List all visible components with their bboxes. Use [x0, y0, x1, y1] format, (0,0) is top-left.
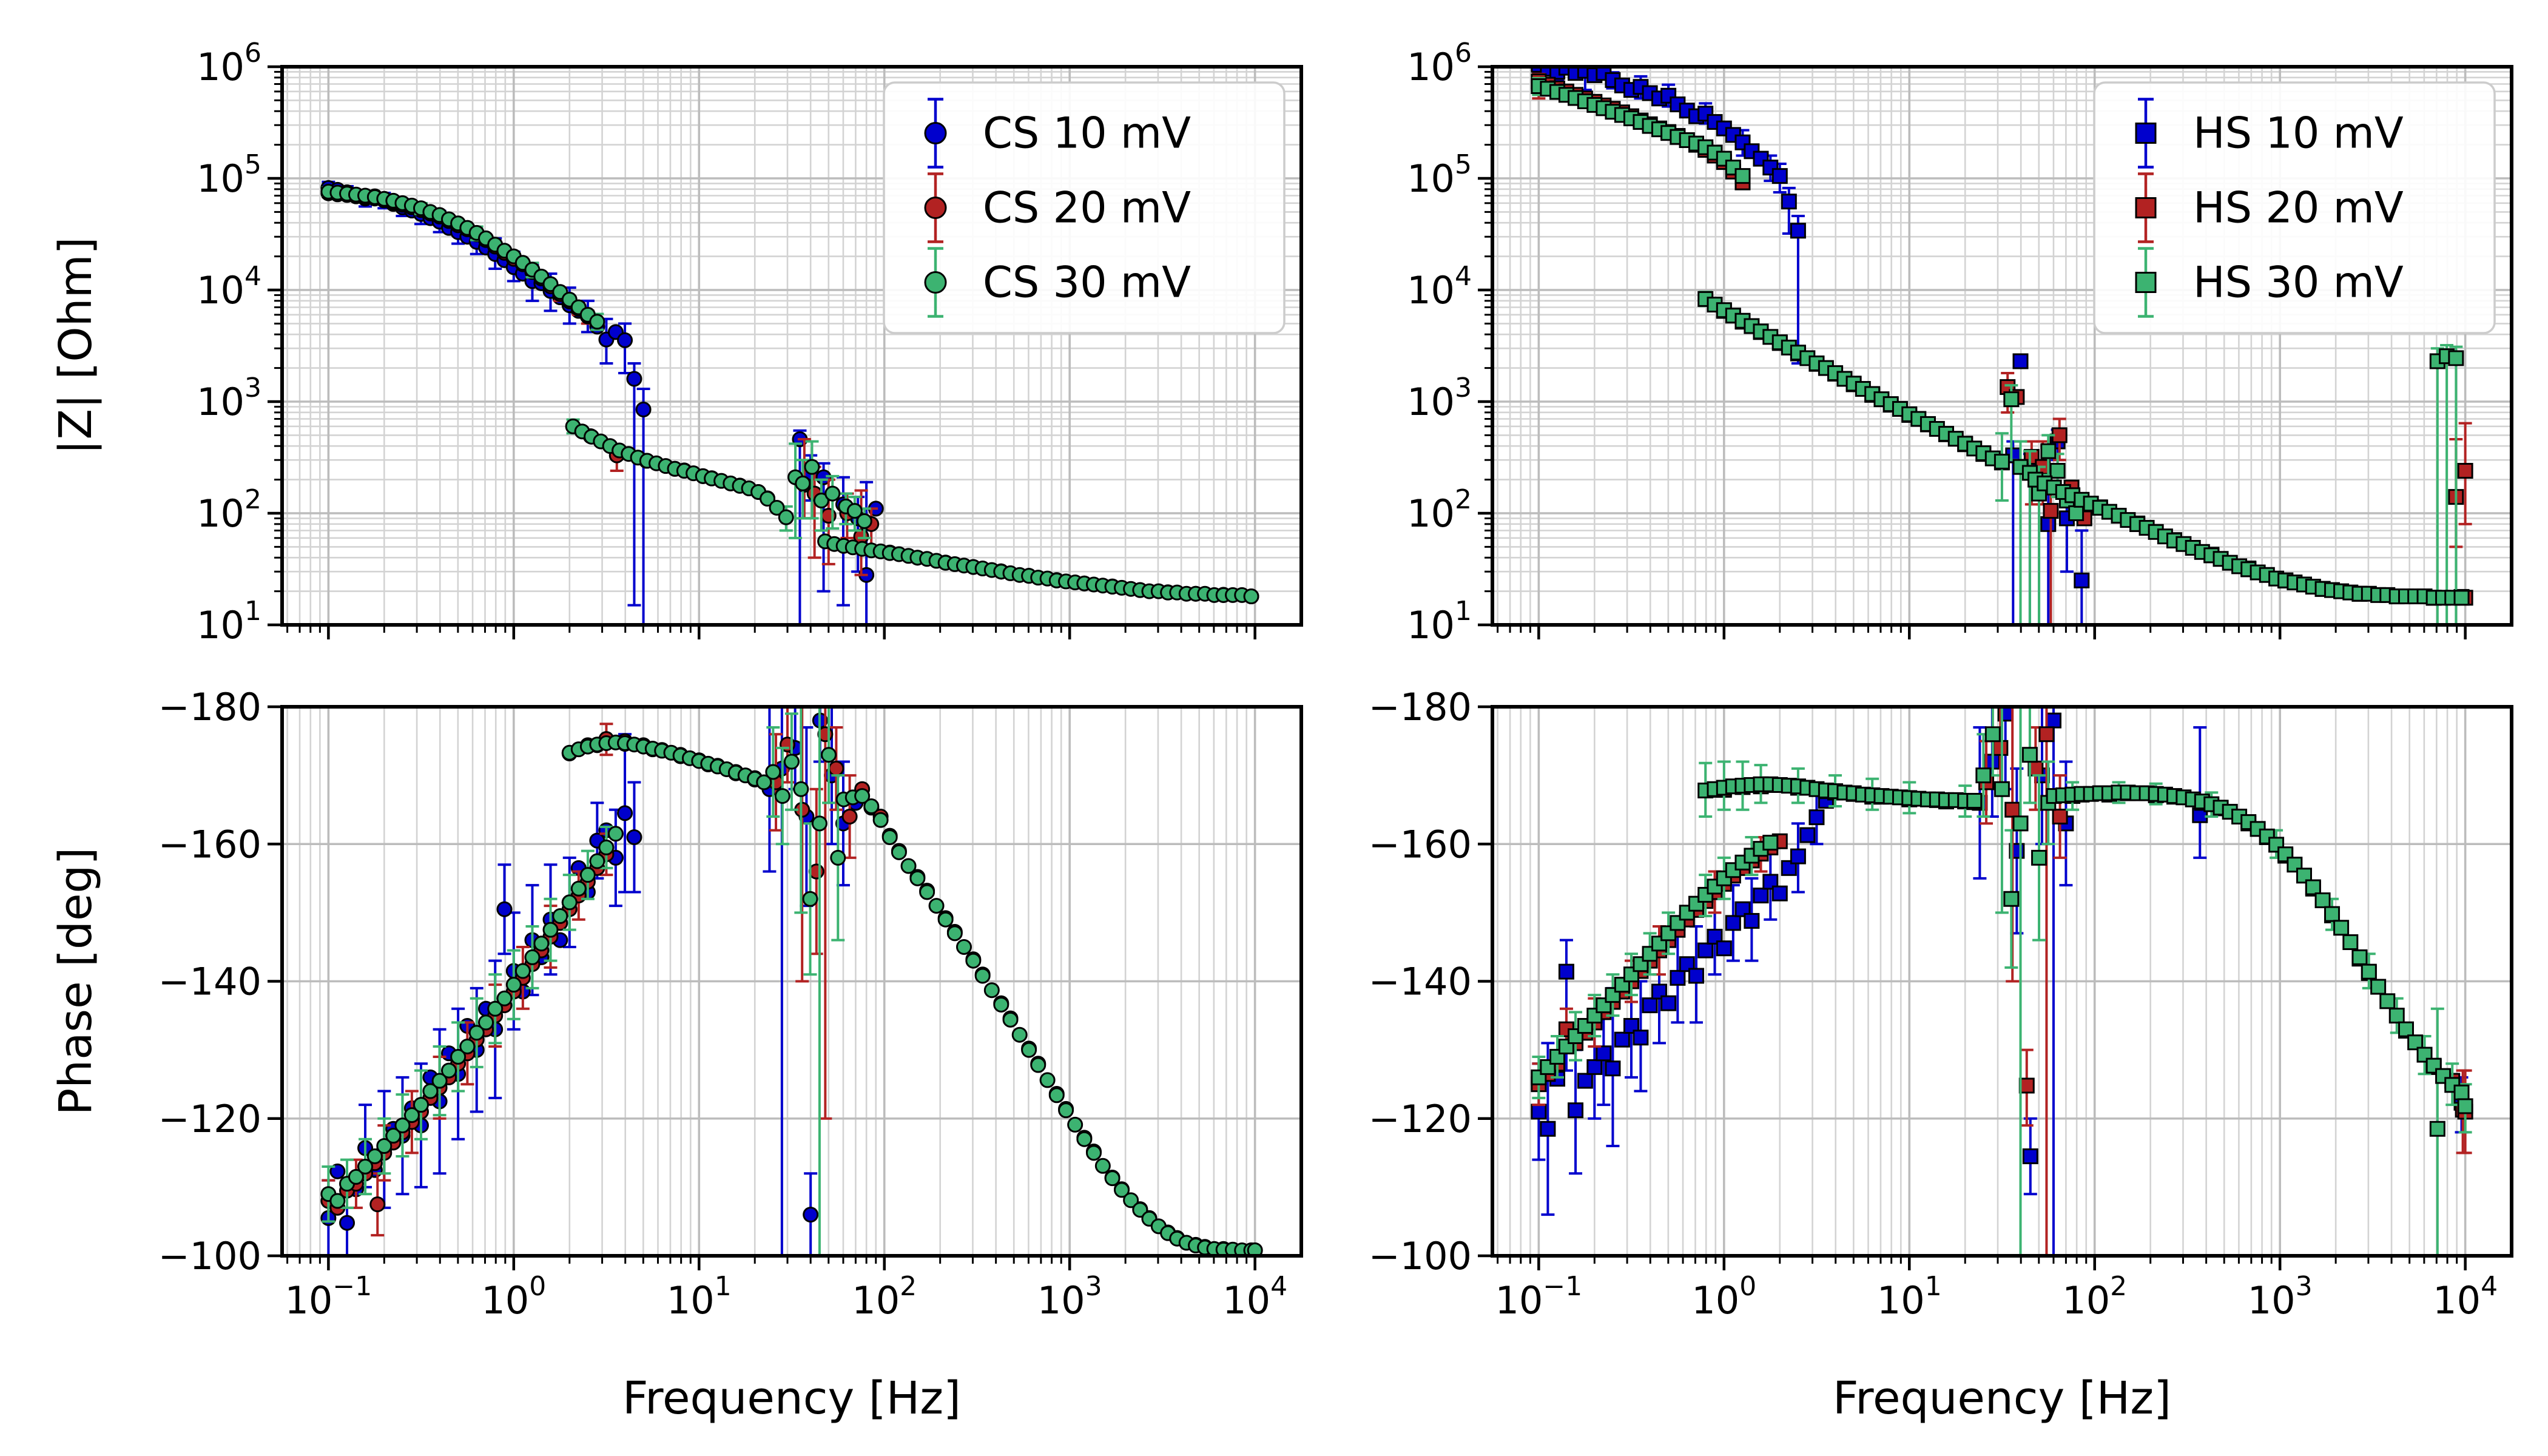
legend-label: HS 20 mV: [2193, 183, 2404, 233]
legend-label: HS 10 mV: [2193, 109, 2404, 158]
svg-text:−120: −120: [158, 1097, 261, 1141]
svg-text:101: 101: [667, 1271, 732, 1323]
svg-text:105: 105: [1407, 149, 1472, 201]
svg-text:−140: −140: [158, 960, 261, 1004]
panel-frame: [280, 65, 1303, 627]
ylabel-impedance: |Z| [Ohm]: [50, 237, 102, 454]
svg-text:102: 102: [2062, 1271, 2127, 1323]
svg-text:104: 104: [197, 261, 261, 312]
svg-text:−100: −100: [1369, 1234, 1472, 1278]
series-cs-30-mv: [320, 706, 1263, 1256]
series-hs-30-mv: [1531, 706, 2473, 1256]
svg-text:103: 103: [2248, 1271, 2313, 1323]
svg-text:−160: −160: [1369, 822, 1472, 866]
svg-text:−100: −100: [158, 1234, 261, 1278]
svg-text:−180: −180: [1369, 685, 1472, 729]
xlabel-left: Frequency [Hz]: [622, 1372, 961, 1424]
series-cs-30-mv: [320, 183, 1259, 605]
panel-frame: [1491, 65, 2513, 627]
panel-frame: [280, 705, 1303, 1258]
legend-cs: CS 10 mV CS 20 mV CS 30 mV: [883, 81, 1286, 334]
svg-text:106: 106: [1407, 38, 1472, 89]
series-hs-30-mv: [1531, 76, 2470, 625]
legend-label: HS 30 mV: [2193, 258, 2404, 308]
legend-label: CS 10 mV: [983, 109, 1191, 158]
axis-labels: |Z| [Ohm] Phase [deg] Frequency [Hz] Freque…: [50, 237, 2171, 1424]
svg-text:−180: −180: [158, 685, 261, 729]
svg-text:−140: −140: [1369, 960, 1472, 1004]
panel-cs-impedance-grid: [282, 67, 1301, 625]
panel-cs-phase-grid: [282, 707, 1301, 1256]
legend-label: CS 30 mV: [983, 258, 1191, 308]
ylabel-phase: Phase [deg]: [50, 848, 102, 1116]
legend-label: CS 20 mV: [983, 183, 1191, 233]
panel-frame: [1491, 705, 2513, 1258]
xlabel-right: Frequency [Hz]: [1833, 1372, 2171, 1424]
svg-text:−160: −160: [158, 822, 261, 866]
legend-hs: HS 10 mV HS 20 mV HS 30 mV: [2093, 81, 2496, 334]
svg-text:−120: −120: [1369, 1097, 1472, 1141]
